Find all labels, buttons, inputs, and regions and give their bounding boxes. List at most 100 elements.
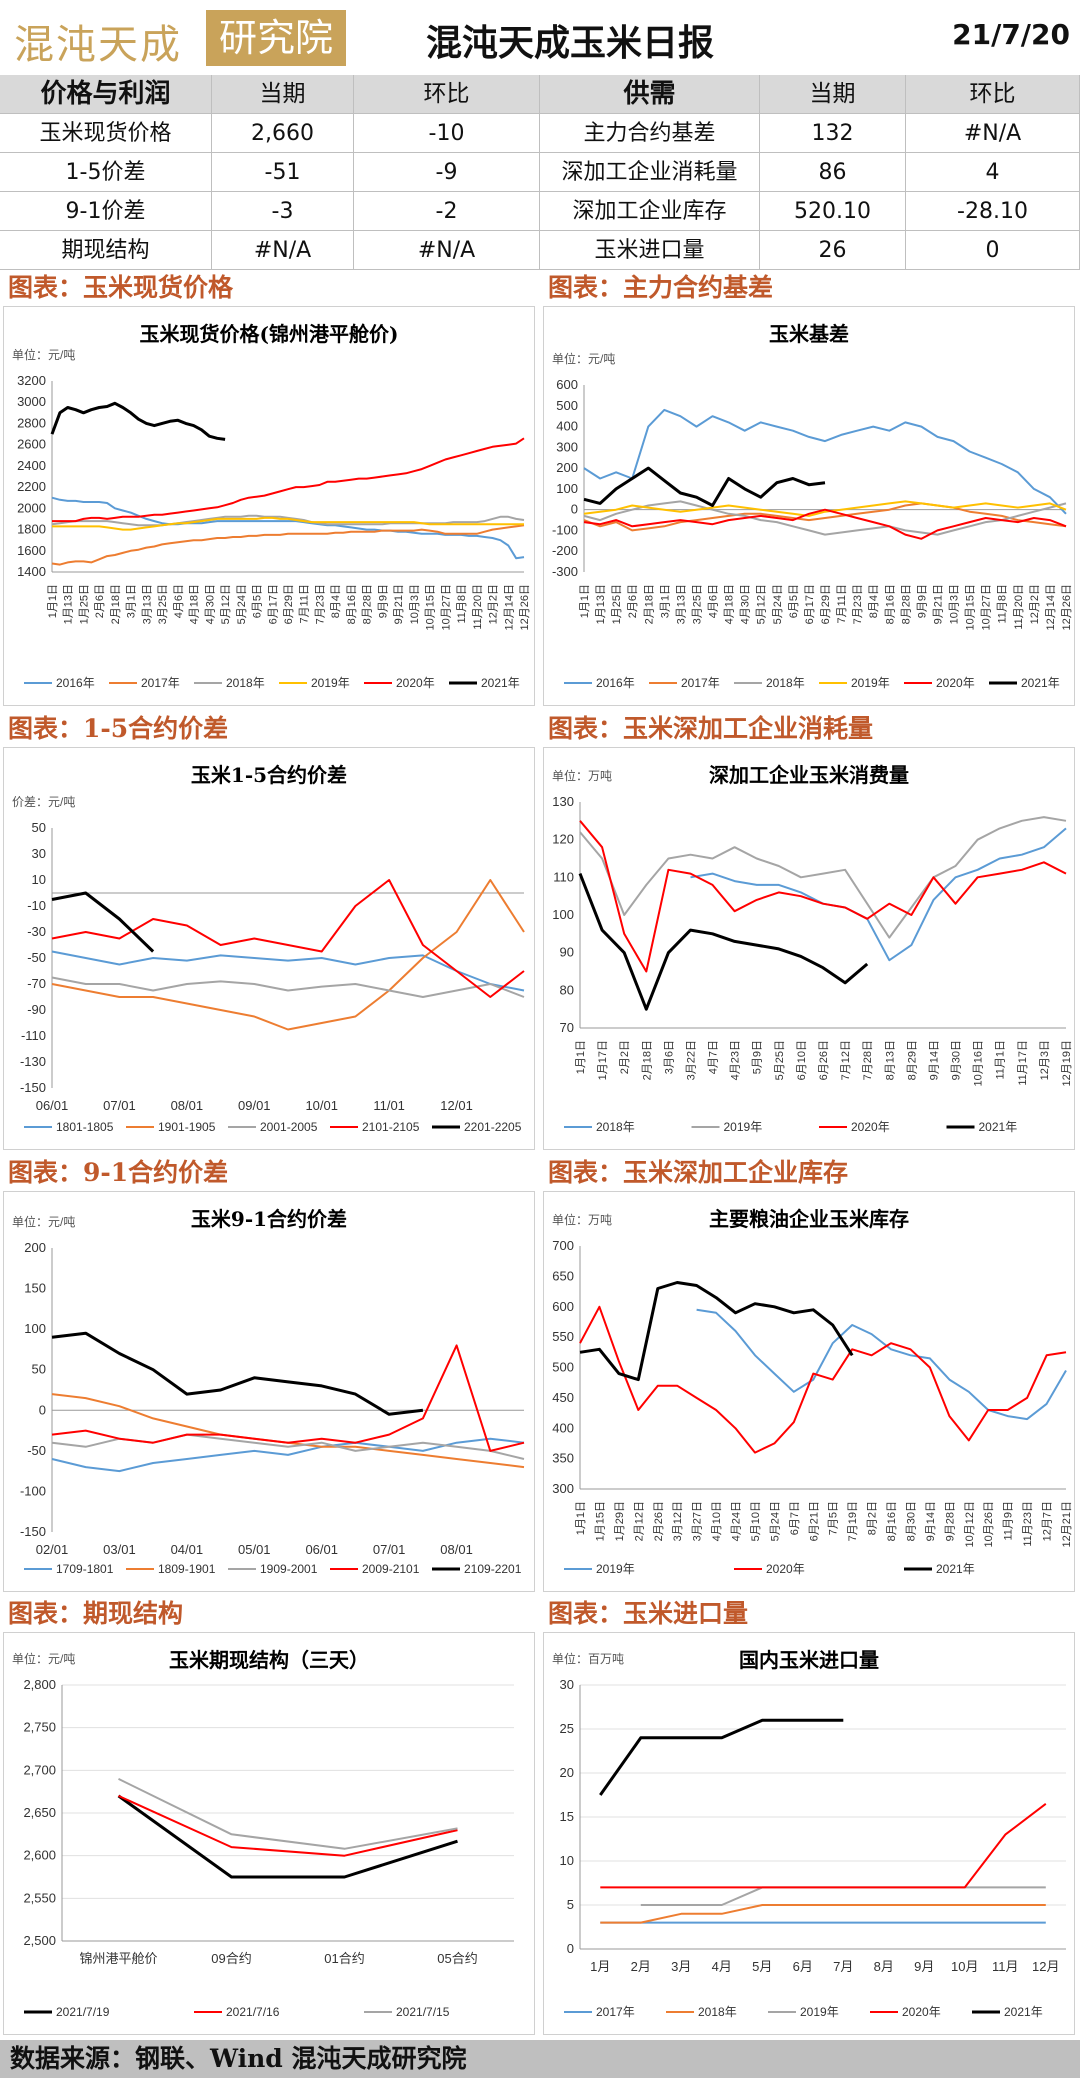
x-tick-label: 03/01 [103, 1542, 136, 1557]
x-tick-label: 10月3日 [409, 584, 421, 624]
x-tick-label: 11月17日 [1017, 1040, 1029, 1086]
legend-label: 2021/7/15 [396, 2005, 450, 2019]
legend-label: 2020年 [902, 2005, 941, 2019]
legend-label: 2020年 [396, 676, 435, 690]
report-title: 混沌天成玉米日报 [425, 22, 714, 64]
series-line [118, 1778, 458, 1850]
summary-cell: #N/A [212, 231, 354, 270]
x-tick-label: 7月11日 [836, 584, 848, 624]
x-tick-label: 4月23日 [730, 1040, 742, 1080]
x-tick-label: 1月1日 [579, 584, 591, 618]
series-line [579, 820, 1067, 973]
x-tick-label: 1月29日 [614, 1501, 626, 1541]
series-line [583, 466, 826, 507]
chart-spread-1-5: 玉米1-5合约价差 价差：元/吨 -150 -130 -110 -90 -70 -50 -30 -… [3, 747, 535, 1150]
x-tick-label: 5月9日 [752, 1040, 764, 1074]
y-tick-label: 2,750 [23, 1720, 56, 1735]
x-tick-label: 06/01 [305, 1542, 338, 1557]
x-tick-label: 3月1日 [126, 584, 138, 618]
summary-cell: 主力合约基差 [540, 114, 760, 153]
series-line [583, 508, 1067, 540]
chart-corn-imports: 国内玉米进口量 单位：百万吨 0 5 10 15 20 25 30 1月 2月 3月 4月 5月 6月 7月 8… [543, 1632, 1075, 2035]
x-tick-label: 12月 [1032, 1959, 1059, 1974]
x-tick-label: 1月15日 [594, 1501, 606, 1541]
x-tick-label: 10月3日 [949, 584, 961, 624]
x-tick-label: 7月12日 [840, 1040, 852, 1080]
summary-cell: #N/A [906, 114, 1080, 153]
series-line [583, 408, 1067, 515]
summary-cell: 玉米现货价格 [0, 114, 212, 153]
x-tick-label: 8月30日 [905, 1501, 917, 1541]
legend-label: 2021年 [936, 1562, 975, 1576]
x-tick-label: 5月12日 [756, 584, 768, 624]
x-tick-label: 5月25日 [774, 1040, 786, 1080]
summary-cell: -28.10 [906, 192, 1080, 231]
legend-label: 2021年 [481, 676, 520, 690]
x-tick-label: 6月 [793, 1959, 813, 1974]
legend-label: 2019年 [724, 1120, 763, 1134]
y-tick-label: 3200 [17, 373, 46, 388]
x-tick-label: 3月25日 [157, 584, 169, 624]
legend-label: 2021/7/19 [56, 2005, 110, 2019]
x-tick-label: 06/01 [36, 1098, 69, 1113]
series-line [50, 401, 226, 441]
summary-cell: 132 [760, 114, 906, 153]
x-tick-label: 9月28日 [944, 1501, 956, 1541]
summary-row: 9-1价差 -3 -2 深加工企业库存 520.10 -28.10 [0, 192, 1080, 231]
y-tick-label: 450 [552, 1390, 574, 1405]
series-line [52, 437, 525, 523]
y-tick-label: 50 [32, 1362, 46, 1377]
x-tick-label: 12月19日 [1061, 1040, 1073, 1086]
legend-label: 2019年 [311, 676, 350, 690]
series-line [51, 1393, 525, 1469]
y-tick-label: 70 [560, 1020, 574, 1035]
x-tick-label: 08/01 [440, 1542, 473, 1557]
series-line [51, 1344, 525, 1452]
x-tick-label: 5月24日 [236, 584, 248, 624]
series-line [52, 516, 524, 531]
y-tick-label: 650 [552, 1268, 574, 1283]
x-tick-label: 6月17日 [267, 584, 279, 624]
x-tick-label: 6月5日 [788, 584, 800, 618]
x-tick-label: 09合约 [211, 1951, 251, 1966]
y-tick-label: 25 [560, 1721, 574, 1736]
y-tick-label: 550 [552, 1329, 574, 1344]
series-line [599, 1718, 844, 1796]
summary-cell: 期现结构 [0, 231, 212, 270]
legend-label: 2019年 [851, 676, 890, 690]
x-tick-label: 7月23日 [852, 584, 864, 624]
x-tick-label: 10月 [951, 1959, 978, 1974]
y-tick-label: 2000 [17, 500, 46, 515]
series-line [583, 500, 1067, 517]
summary-header-cell: 价格与利润 [0, 75, 212, 114]
y-tick-label: 3000 [17, 394, 46, 409]
y-tick-label: 15 [560, 1809, 574, 1824]
y-tick-label: 2,600 [23, 1848, 56, 1863]
chart-svg: 主要粮油企业玉米库存 单位：万吨 300 350 400 450 500 550 600 650 7… [552, 1207, 1073, 1576]
legend-label: 2109-2201 [464, 1562, 522, 1576]
x-tick-label: 8月28日 [900, 584, 912, 624]
x-tick-label: 10月16日 [973, 1040, 985, 1086]
x-tick-label: 11月1日 [995, 1040, 1007, 1080]
x-tick-label: 12月7日 [1042, 1501, 1054, 1541]
x-tick-label: 01合约 [324, 1951, 364, 1966]
y-tick-label: 200 [556, 460, 578, 475]
x-tick-label: 11/01 [373, 1098, 405, 1113]
series-line [118, 1794, 458, 1857]
summary-cell: -3 [212, 192, 354, 231]
unit-label: 价差：元/吨 [12, 795, 75, 809]
y-tick-label: 400 [556, 419, 578, 434]
summary-header-cell: 供需 [540, 75, 760, 114]
y-tick-label: -200 [552, 543, 578, 558]
x-tick-label: 8月 [874, 1959, 894, 1974]
y-tick-label: 30 [560, 1677, 574, 1692]
y-tick-label: 700 [552, 1238, 574, 1253]
x-tick-label: 1月1日 [575, 1040, 587, 1074]
x-tick-label: 9月30日 [951, 1040, 963, 1080]
legend-label: 2001-2005 [260, 1120, 318, 1134]
x-tick-label: 7月5日 [828, 1501, 840, 1535]
y-tick-label: 0 [571, 502, 578, 517]
x-tick-label: 3月6日 [663, 1040, 675, 1074]
series-line [51, 879, 525, 1031]
panel-label: 图表：玉米进口量 [548, 1599, 749, 1628]
